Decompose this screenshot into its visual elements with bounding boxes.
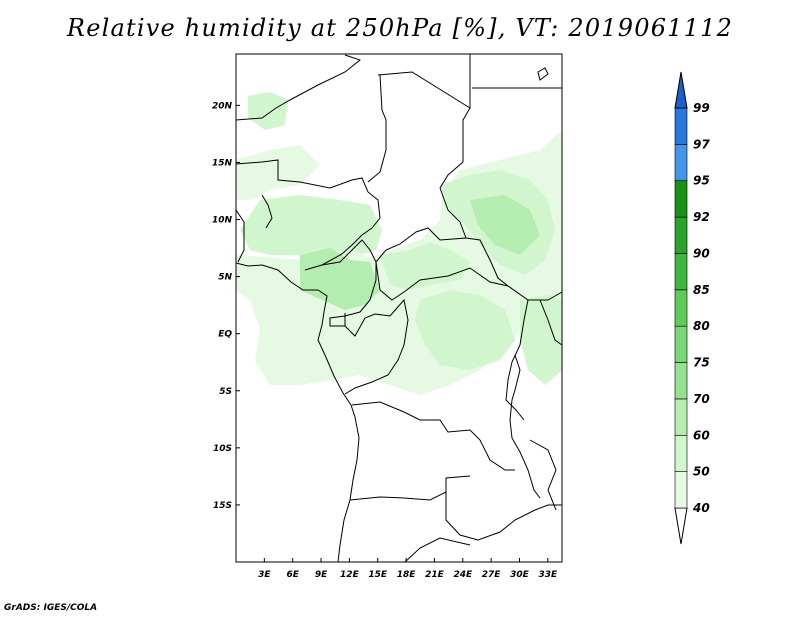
lon-tick-label: 27E [482,570,502,580]
colorbar-segment [674,289,688,327]
colorbar-level-label: 85 [693,283,710,297]
lat-tick-label: EQ [218,330,232,340]
colorbar-segment [674,398,688,436]
map-title: Relative humidity at 250hPa [%], VT: 201… [66,14,734,42]
border-northwest-2 [235,209,245,263]
colorbar-segment [674,434,688,472]
lat-tick-label: 5N [218,273,232,283]
border-east-3 [529,439,557,511]
lat-tick-label: 15S [213,501,232,511]
border-east-2 [539,299,563,346]
colorbar-level-label: 80 [693,319,710,333]
humidity-patch [330,325,390,372]
colorbar-segment [674,144,688,182]
colorbar-segment [674,325,688,363]
border-north-2 [367,74,387,183]
border-angola-south [349,475,471,501]
colorbar-segment [674,471,688,509]
lon-tick-label: 24E [453,570,473,580]
lat-tick-label: 10N [212,216,233,226]
lat-tick-label: 10S [213,444,232,454]
coastline-west [235,262,360,563]
colorbar-level-label: 75 [693,356,710,370]
humidity-patch [248,92,288,130]
border-east-lakes [509,354,541,499]
map-frame [235,53,563,563]
lon-tick-label: 3E [258,570,271,580]
border-island [537,67,549,81]
humidity-patch [380,242,470,290]
border-chad-sudan [375,187,467,263]
border-north-3 [377,71,471,189]
lon-tick-label: 9E [315,570,328,580]
colorbar-level-label: 60 [693,428,710,442]
colorbar-min-arrow [674,507,688,545]
lat-tick-label: 20N [212,101,233,111]
colorbar-segment [674,253,688,291]
colorbar-segment [674,362,688,400]
border-congo [329,298,409,395]
humidity-patch [300,248,380,310]
border-sudan-east [465,237,509,287]
lat-tick-label: 15N [212,158,233,168]
border-car-south [375,261,563,301]
colorbar-max-arrow [674,71,688,109]
lon-tick-label: 21E [425,570,445,580]
lon-tick-label: 30E [510,570,530,580]
border-south-1 [404,537,471,563]
border-north-1 [235,54,362,121]
colorbar-level-label: 40 [692,501,710,515]
border-northwest-1 [261,194,273,229]
colorbar-level-label: 50 [693,465,710,479]
humidity-patch [266,325,318,372]
border-west-sahel [235,159,381,271]
map-axes: 3E 6E 9E 12E 15E 18E 21E 24E 27E 30E 33E 20N 15N 10N 5… [212,101,558,580]
humidity-patch [520,295,562,385]
humidity-patch [470,195,540,255]
border-cameroon [321,239,377,317]
colorbar-level-label: 90 [693,246,710,260]
humidity-patch [240,195,382,255]
colorbar-segment [674,107,688,145]
lon-tick-label: 15E [368,570,388,580]
border-drc-south [351,401,515,471]
lat-tick-label: 5S [219,387,232,397]
lon-tick-label: 33E [538,570,558,580]
colorbar-level-label: 92 [693,210,710,224]
colorbar-segment [674,180,688,218]
colorbar: 40 50 60 70 75 80 85 90 92 95 97 99 [674,71,710,545]
lon-tick-label: 18E [397,570,417,580]
colorbar-level-label: 70 [693,392,710,406]
border-drc-east [505,299,529,421]
colorbar-segment [674,216,688,254]
colorbar-level-label: 97 [693,137,710,151]
humidity-patch [415,290,515,370]
lon-tick-label: 6E [286,570,299,580]
humidity-fill-layer [236,92,562,395]
country-borders [235,54,563,563]
border-zambia [445,478,562,541]
colorbar-level-label: 99 [693,101,710,115]
grads-credit: GrADS: IGES/COLA [4,603,98,613]
colorbar-level-label: 95 [693,174,710,188]
lon-tick-label: 12E [340,570,360,580]
